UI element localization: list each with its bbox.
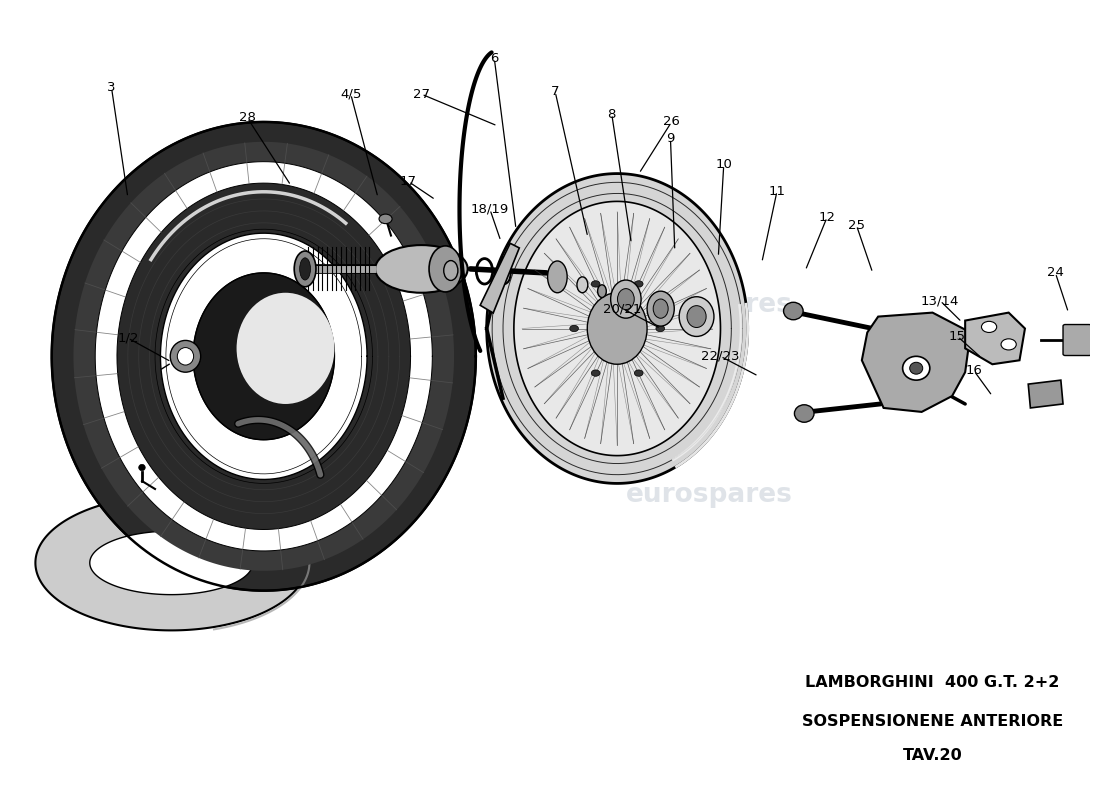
Ellipse shape: [617, 289, 635, 310]
Circle shape: [981, 322, 997, 333]
Polygon shape: [861, 313, 970, 412]
Text: 9: 9: [667, 132, 674, 145]
Ellipse shape: [443, 261, 458, 281]
Circle shape: [656, 326, 664, 332]
Text: 28: 28: [239, 111, 256, 125]
Ellipse shape: [299, 258, 310, 280]
Ellipse shape: [903, 356, 929, 380]
Ellipse shape: [679, 297, 714, 337]
Text: 25: 25: [848, 218, 865, 232]
Circle shape: [635, 370, 643, 376]
Text: SOSPENSIONENE ANTERIORE: SOSPENSIONENE ANTERIORE: [802, 714, 1064, 730]
Ellipse shape: [548, 261, 568, 293]
Text: TAV.20: TAV.20: [903, 749, 962, 763]
Text: 27: 27: [412, 88, 430, 101]
FancyBboxPatch shape: [1063, 325, 1091, 355]
Ellipse shape: [294, 251, 316, 286]
Ellipse shape: [910, 362, 923, 374]
Text: eurospares: eurospares: [202, 482, 368, 508]
Text: 24: 24: [1047, 266, 1064, 279]
Ellipse shape: [610, 280, 641, 318]
Circle shape: [592, 281, 600, 287]
Polygon shape: [74, 142, 454, 571]
Ellipse shape: [794, 405, 814, 422]
Text: 18/19: 18/19: [471, 203, 509, 216]
Ellipse shape: [647, 291, 674, 326]
Ellipse shape: [576, 277, 587, 293]
Ellipse shape: [139, 464, 145, 470]
Polygon shape: [35, 495, 307, 630]
Text: eurospares: eurospares: [626, 482, 793, 508]
Circle shape: [570, 326, 579, 332]
Ellipse shape: [429, 246, 462, 292]
Ellipse shape: [587, 293, 647, 364]
Ellipse shape: [653, 299, 668, 318]
Ellipse shape: [597, 285, 606, 298]
Text: 13/14: 13/14: [921, 294, 959, 307]
Polygon shape: [486, 174, 748, 483]
Polygon shape: [194, 273, 334, 440]
Polygon shape: [1028, 380, 1063, 408]
Ellipse shape: [236, 293, 334, 404]
Polygon shape: [52, 122, 476, 590]
Polygon shape: [161, 233, 367, 479]
Polygon shape: [965, 313, 1025, 364]
Text: 16: 16: [966, 364, 982, 377]
Text: 3: 3: [108, 82, 115, 94]
Polygon shape: [514, 202, 720, 456]
Ellipse shape: [375, 245, 468, 293]
Text: 1/2: 1/2: [117, 331, 139, 345]
Ellipse shape: [688, 306, 706, 327]
Text: 8: 8: [607, 107, 616, 121]
Text: LAMBORGHINI  400 G.T. 2+2: LAMBORGHINI 400 G.T. 2+2: [805, 674, 1059, 690]
Ellipse shape: [177, 347, 194, 365]
Polygon shape: [481, 243, 519, 313]
Text: 10: 10: [715, 158, 733, 171]
Text: 26: 26: [663, 115, 680, 129]
Polygon shape: [96, 162, 432, 551]
Text: 4/5: 4/5: [340, 88, 362, 101]
Text: 20/21: 20/21: [604, 302, 641, 315]
Circle shape: [592, 370, 600, 376]
Ellipse shape: [170, 341, 200, 372]
Text: eurospares: eurospares: [202, 292, 368, 318]
Text: 12: 12: [818, 210, 836, 224]
Text: 11: 11: [769, 185, 785, 198]
Text: eurospares: eurospares: [626, 292, 793, 318]
Circle shape: [635, 281, 643, 287]
Text: 22/23: 22/23: [701, 350, 739, 363]
Text: 6: 6: [491, 52, 498, 65]
Ellipse shape: [783, 302, 803, 320]
Polygon shape: [90, 531, 253, 594]
Text: 17: 17: [400, 175, 417, 188]
Circle shape: [379, 214, 392, 224]
Polygon shape: [117, 183, 410, 530]
Text: 7: 7: [551, 86, 560, 98]
Circle shape: [1001, 339, 1016, 350]
Text: 15: 15: [949, 330, 966, 343]
